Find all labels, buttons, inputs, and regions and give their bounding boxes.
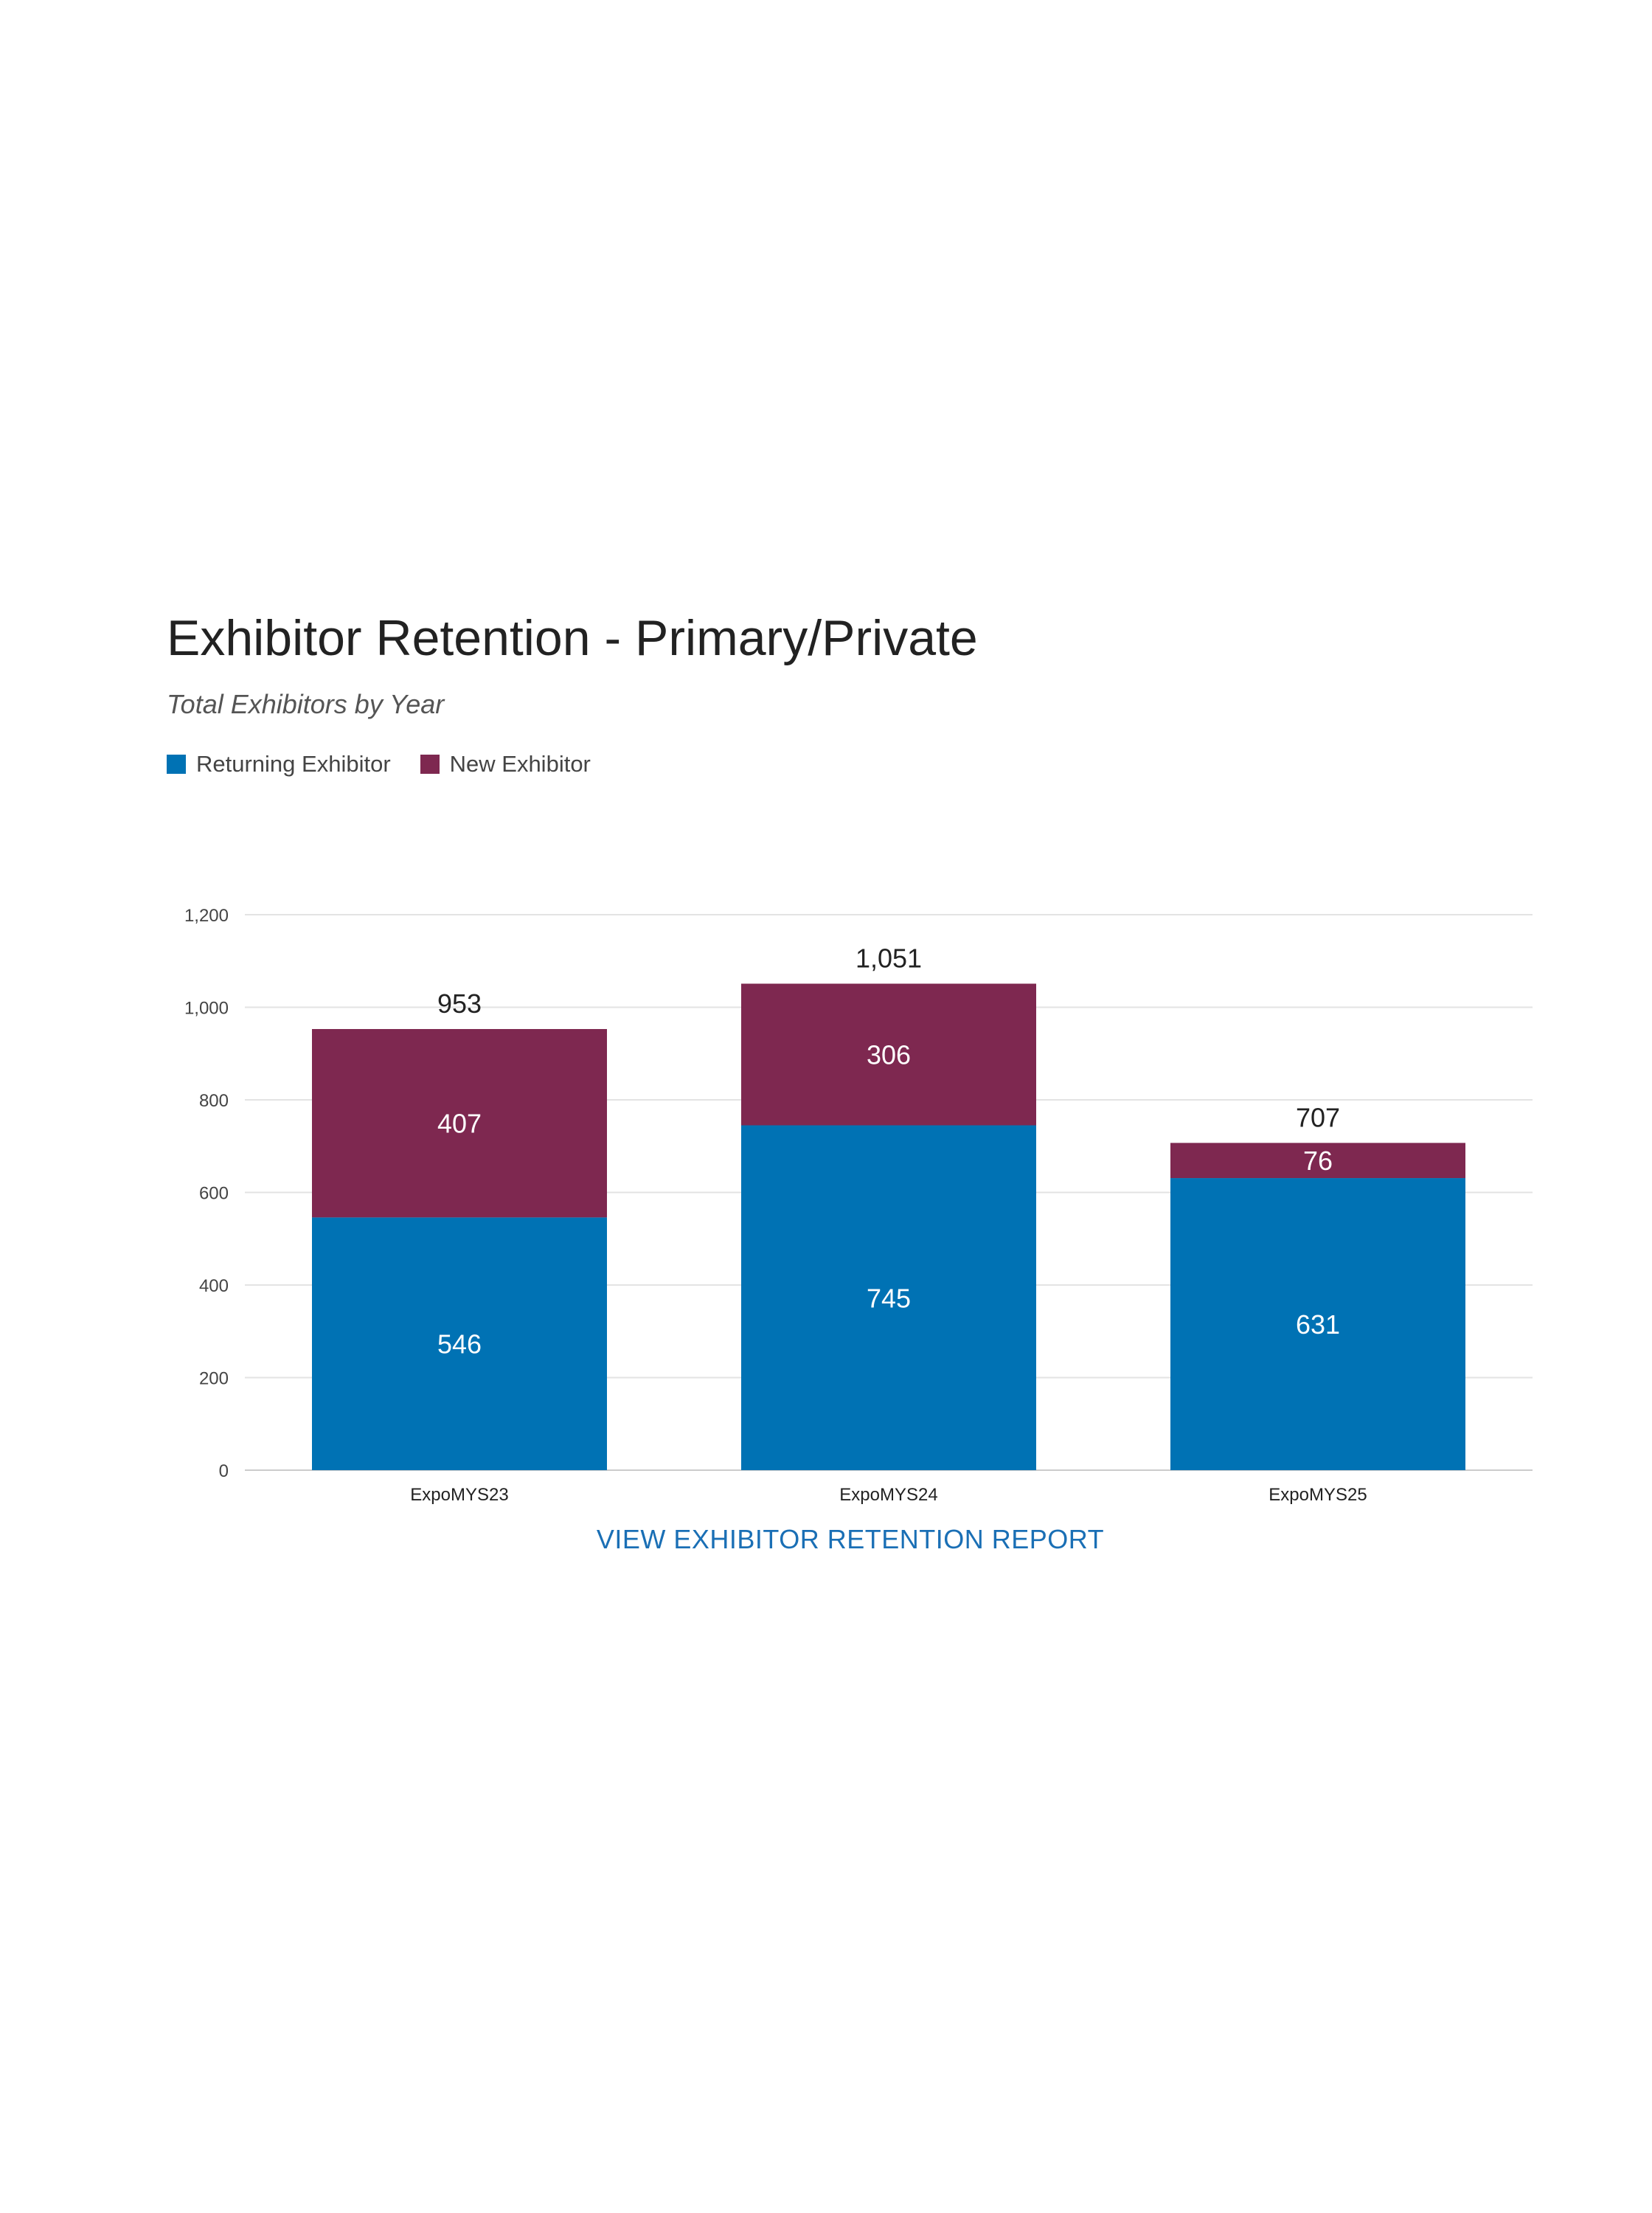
- bar-segment: [741, 1125, 1036, 1470]
- y-tick-label: 800: [199, 1091, 229, 1111]
- bar-segment: [1170, 1143, 1465, 1179]
- chart-legend: Returning Exhibitor New Exhibitor: [167, 751, 620, 778]
- legend-item-returning[interactable]: Returning Exhibitor: [167, 751, 391, 778]
- bar-value-label: 631: [1296, 1309, 1340, 1340]
- y-tick-label: 600: [199, 1184, 229, 1204]
- bar-segment: [312, 1028, 607, 1218]
- chart-subtitle: Total Exhibitors by Year: [167, 689, 445, 719]
- bar-value-label: 546: [437, 1329, 482, 1360]
- legend-item-new[interactable]: New Exhibitor: [420, 751, 591, 778]
- x-tick-label: ExpoMYS24: [839, 1485, 937, 1505]
- y-tick-label: 200: [199, 1369, 229, 1389]
- view-report-link[interactable]: VIEW EXHIBITOR RETENTION REPORT: [596, 1524, 1105, 1554]
- y-tick-label: 400: [199, 1276, 229, 1296]
- y-tick-label: 0: [219, 1461, 229, 1481]
- bar-segment: [741, 983, 1036, 1126]
- bar-total-label: 1,051: [856, 943, 922, 973]
- chart-title: Exhibitor Retention - Primary/Private: [167, 610, 978, 666]
- bar-value-label: 76: [1303, 1146, 1333, 1176]
- bar-segment: [312, 1217, 607, 1470]
- y-tick-label: 1,200: [184, 906, 229, 926]
- bar-value-label: 407: [437, 1109, 482, 1139]
- bar-total-label: 953: [437, 988, 482, 1019]
- stacked-bar-chart: 0 200 400 600 800 1,000 1,200 546 407 953 ExpoMYS2…: [184, 906, 1533, 1505]
- y-tick-label: 1,000: [184, 999, 229, 1019]
- legend-swatch-new: [420, 755, 440, 774]
- x-tick-label: ExpoMYS23: [410, 1485, 508, 1505]
- bar-total-label: 707: [1296, 1102, 1340, 1132]
- bar-segment: [1170, 1178, 1465, 1470]
- bar-value-label: 306: [867, 1040, 911, 1070]
- x-tick-label: ExpoMYS25: [1268, 1485, 1367, 1505]
- legend-label-returning: Returning Exhibitor: [196, 751, 391, 777]
- legend-swatch-returning: [167, 755, 186, 774]
- legend-label-new: New Exhibitor: [449, 751, 591, 777]
- bar-value-label: 745: [867, 1283, 911, 1313]
